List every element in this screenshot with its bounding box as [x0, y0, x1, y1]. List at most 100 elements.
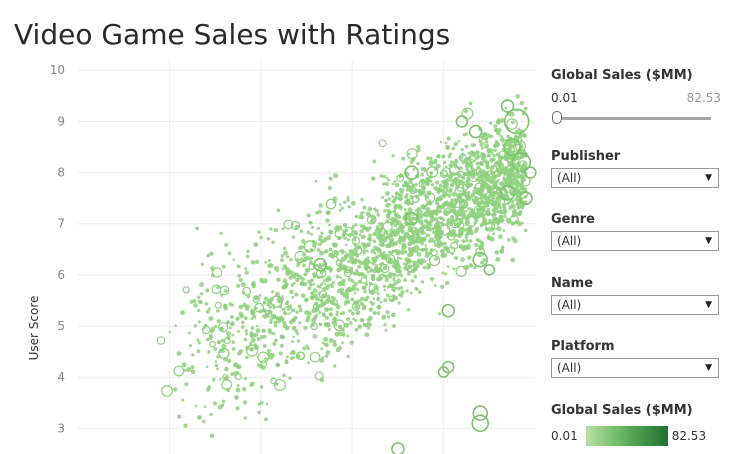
- scatter-point: [264, 260, 268, 264]
- genre-dropdown[interactable]: (All) ▼: [551, 231, 719, 251]
- scatter-point: [320, 274, 324, 279]
- scatter-point: [360, 318, 365, 323]
- scatter-point: [449, 182, 455, 188]
- scatter-point: [413, 188, 419, 193]
- scatter-point: [512, 173, 516, 178]
- scatter-point: [284, 325, 290, 331]
- scatter-point: [329, 312, 333, 317]
- scatter-point: [214, 324, 218, 328]
- scatter-point: [422, 190, 426, 194]
- scatter-point: [283, 219, 294, 230]
- scatter-point: [244, 306, 250, 311]
- scatter-point: [209, 412, 213, 416]
- scatter-point: [256, 363, 261, 367]
- scatter-point: [517, 127, 521, 131]
- sales-slider[interactable]: [551, 111, 721, 125]
- scatter-point: [390, 220, 395, 225]
- scatter-point: [481, 153, 486, 158]
- scatter-point: [328, 338, 334, 343]
- scatter-point: [250, 310, 256, 316]
- scatter-point: [459, 231, 464, 236]
- scatter-point: [405, 289, 409, 293]
- scatter-point: [510, 204, 514, 208]
- scatter-point: [246, 344, 259, 357]
- scatter-point: [343, 236, 347, 240]
- scatter-point: [394, 192, 398, 195]
- large-sales-point-4: [472, 251, 489, 268]
- scatter-point: [356, 288, 359, 292]
- scatter-point: [310, 322, 318, 331]
- scatter-chart[interactable]: 3 4 5 6 7 8 9 10 User Score: [0, 60, 545, 454]
- scatter-point: [411, 156, 416, 162]
- scatter-point: [380, 233, 385, 238]
- scatter-point: [407, 152, 411, 156]
- scatter-point: [385, 213, 390, 218]
- scatter-point: [473, 173, 477, 177]
- scatter-point: [354, 327, 359, 332]
- publisher-dropdown[interactable]: (All) ▼: [551, 168, 719, 188]
- scatter-point: [349, 340, 355, 345]
- scatter-point: [354, 215, 358, 219]
- scatter-point: [436, 163, 441, 169]
- scatter-point: [523, 149, 526, 153]
- scatter-point: [450, 252, 454, 256]
- scatter-point: [231, 347, 236, 351]
- scatter-point: [355, 310, 361, 316]
- scatter-point: [383, 322, 387, 327]
- scatter-point: [414, 244, 420, 250]
- scatter-point: [424, 253, 429, 259]
- scatter-point: [505, 181, 509, 185]
- scatter-point: [250, 260, 256, 265]
- scatter-point: [310, 278, 314, 282]
- scatter-point: [219, 285, 230, 296]
- scatter-point: [433, 217, 438, 221]
- large-sales-point-15: [391, 442, 405, 454]
- scatter-point: [228, 326, 232, 330]
- scatter-point: [216, 367, 219, 371]
- scatter-point: [303, 240, 316, 253]
- scatter-point: [295, 310, 299, 315]
- scatter-point: [463, 158, 467, 162]
- scatter-point: [397, 256, 400, 260]
- scatter-point: [442, 218, 445, 221]
- scatter-point: [429, 237, 434, 243]
- scatter-point: [494, 183, 498, 186]
- scatter-point: [382, 284, 387, 288]
- scatter-point: [454, 238, 459, 244]
- scatter-point: [221, 343, 227, 349]
- scatter-point: [414, 182, 418, 187]
- scatter-point: [440, 169, 448, 177]
- scatter-point: [346, 238, 350, 242]
- scatter-point: [428, 255, 441, 267]
- scatter-point: [281, 307, 285, 311]
- scatter-point: [446, 235, 450, 239]
- scatter-point: [363, 289, 367, 294]
- platform-dropdown[interactable]: (All) ▼: [551, 358, 719, 378]
- scatter-point: [496, 172, 502, 177]
- scatter-point: [289, 356, 294, 360]
- scatter-point: [339, 276, 342, 279]
- scatter-point: [324, 249, 329, 254]
- scatter-point: [522, 161, 527, 165]
- scatter-point: [314, 313, 319, 318]
- scatter-point: [196, 338, 200, 342]
- scatter-point: [346, 299, 351, 304]
- scatter-point: [299, 229, 304, 233]
- scatter-point: [393, 266, 397, 269]
- scatter-point: [391, 312, 396, 317]
- name-dropdown[interactable]: (All) ▼: [551, 295, 719, 315]
- scatter-point: [292, 308, 296, 312]
- scatter-point: [455, 216, 459, 220]
- scatter-point: [319, 299, 324, 303]
- scatter-point: [344, 229, 349, 233]
- scatter-point: [380, 227, 384, 231]
- scatter-point: [467, 170, 471, 175]
- scatter-point: [333, 251, 338, 255]
- slider-handle[interactable]: [552, 111, 562, 124]
- scatter-point: [240, 325, 245, 329]
- scatter-point: [203, 405, 207, 409]
- scatter-point: [250, 337, 256, 343]
- scatter-point: [497, 178, 500, 182]
- scatter-point: [465, 162, 469, 166]
- scatter-point: [417, 189, 422, 194]
